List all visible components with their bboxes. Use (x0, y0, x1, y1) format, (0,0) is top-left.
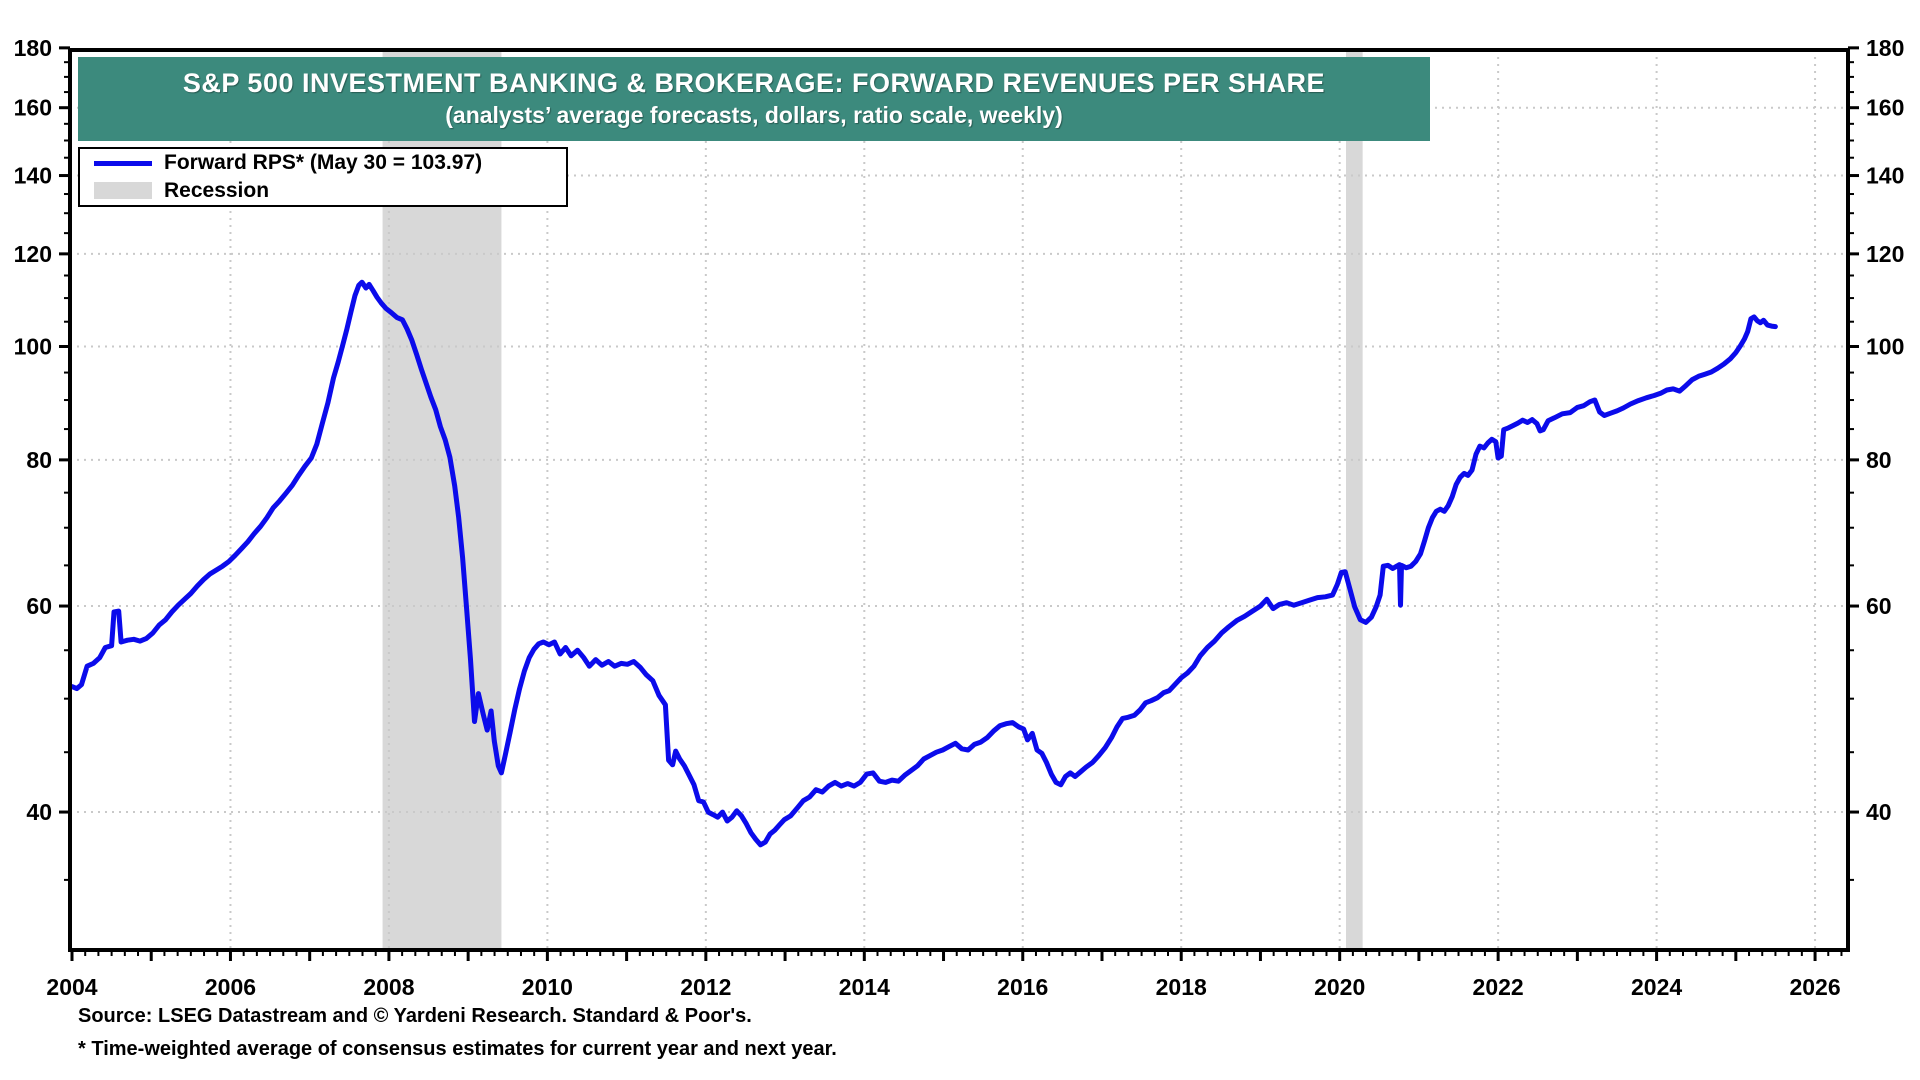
y-axis-label-left: 80 (26, 447, 52, 473)
x-axis-label: 2016 (997, 974, 1048, 1000)
y-axis-label-right: 140 (1866, 163, 1904, 189)
y-axis-label-right: 120 (1866, 241, 1904, 267)
recession-swatch-icon (94, 182, 152, 200)
x-axis-label: 2012 (680, 974, 731, 1000)
y-axis-label-left: 160 (14, 95, 52, 121)
legend-label-forward-rps: Forward RPS* (May 30 = 103.97) (164, 151, 483, 175)
x-axis-label: 2022 (1473, 974, 1524, 1000)
chart-subtitle: (analysts’ average forecasts, dollars, r… (445, 101, 1063, 128)
legend-item-recession: Recession (80, 178, 566, 204)
y-axis-label-right: 160 (1866, 95, 1904, 121)
source-text: Source: LSEG Datastream and © Yardeni Re… (78, 1005, 752, 1027)
chart-title: S&P 500 INVESTMENT BANKING & BROKERAGE: … (182, 68, 1326, 99)
x-axis-label: 2014 (839, 974, 890, 1000)
y-axis-label-right: 40 (1866, 799, 1892, 825)
y-axis-label-left: 180 (14, 35, 52, 61)
y-axis-label-right: 80 (1866, 447, 1892, 473)
x-axis-label: 2026 (1789, 974, 1840, 1000)
y-axis-label-right: 60 (1866, 593, 1892, 619)
x-axis-label: 2004 (46, 974, 97, 1000)
chart-title-banner: S&P 500 INVESTMENT BANKING & BROKERAGE: … (78, 57, 1430, 141)
plot-frame (68, 48, 1850, 952)
y-axis-label-left: 100 (14, 334, 52, 360)
y-axis-label-right: 100 (1866, 334, 1904, 360)
y-axis-label-left: 60 (26, 593, 52, 619)
x-axis-label: 2020 (1314, 974, 1365, 1000)
x-axis-label: 2010 (522, 974, 573, 1000)
x-axis-label: 2018 (1156, 974, 1207, 1000)
y-axis-label-right: 180 (1866, 35, 1904, 61)
y-axis-label-left: 120 (14, 241, 52, 267)
x-axis-label: 2006 (205, 974, 256, 1000)
y-axis-label-left: 40 (26, 799, 52, 825)
legend-item-forward-rps: Forward RPS* (May 30 = 103.97) (80, 150, 566, 176)
y-axis-label-left: 140 (14, 163, 52, 189)
recession-band (1346, 50, 1363, 950)
legend-label-recession: Recession (164, 178, 270, 202)
line-swatch-icon (94, 160, 152, 166)
x-axis-label: 2024 (1631, 974, 1682, 1000)
legend: Forward RPS* (May 30 = 103.97) Recession (78, 147, 568, 207)
x-axis-label: 2008 (363, 974, 414, 1000)
forward-rps-line (70, 279, 1778, 848)
footnote-text: * Time-weighted average of consensus est… (78, 1038, 837, 1060)
